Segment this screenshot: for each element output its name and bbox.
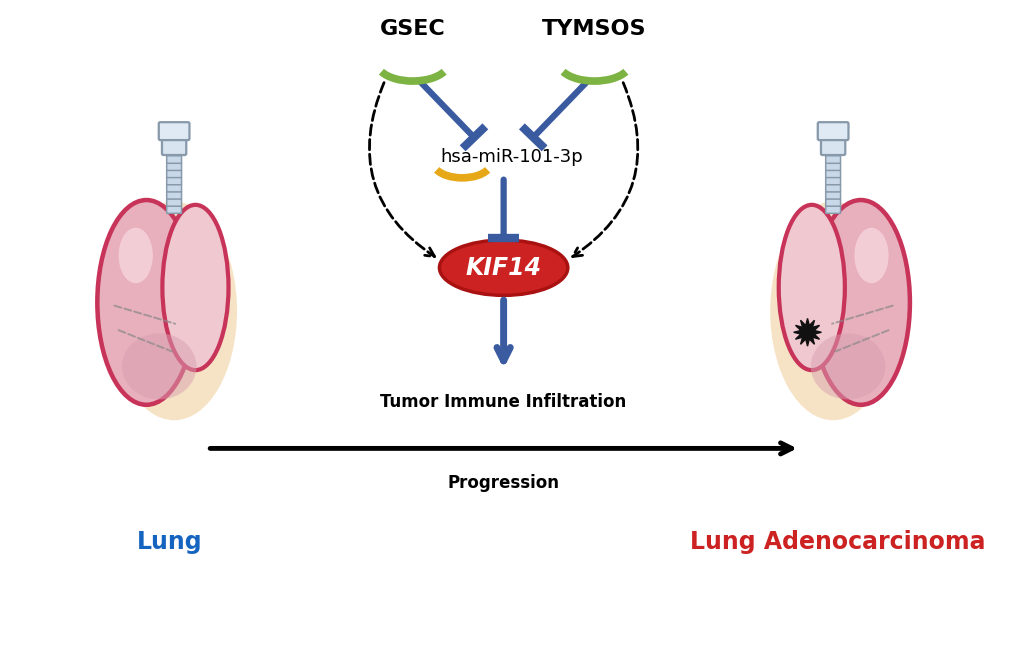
FancyBboxPatch shape xyxy=(817,122,848,140)
Ellipse shape xyxy=(769,202,895,421)
FancyBboxPatch shape xyxy=(166,199,181,206)
FancyBboxPatch shape xyxy=(825,184,840,192)
Polygon shape xyxy=(793,319,820,346)
FancyBboxPatch shape xyxy=(166,184,181,192)
Ellipse shape xyxy=(811,200,909,405)
Ellipse shape xyxy=(97,200,196,405)
FancyArrowPatch shape xyxy=(572,83,637,257)
FancyBboxPatch shape xyxy=(162,133,186,155)
Text: Lung Adenocarcinoma: Lung Adenocarcinoma xyxy=(689,530,984,554)
FancyBboxPatch shape xyxy=(825,192,840,199)
FancyArrowPatch shape xyxy=(369,83,434,257)
FancyBboxPatch shape xyxy=(820,133,845,155)
Text: TYMSOS: TYMSOS xyxy=(542,19,646,39)
Ellipse shape xyxy=(121,333,197,399)
FancyBboxPatch shape xyxy=(166,177,181,184)
FancyBboxPatch shape xyxy=(825,155,840,163)
Ellipse shape xyxy=(854,228,888,283)
FancyBboxPatch shape xyxy=(825,177,840,184)
Text: hsa-miR-101-3p: hsa-miR-101-3p xyxy=(440,148,582,166)
Ellipse shape xyxy=(162,205,228,370)
FancyBboxPatch shape xyxy=(166,170,181,177)
FancyBboxPatch shape xyxy=(166,206,181,213)
Text: Lung: Lung xyxy=(137,530,203,554)
FancyBboxPatch shape xyxy=(825,163,840,170)
FancyBboxPatch shape xyxy=(825,206,840,213)
Text: Tumor Immune Infiltration: Tumor Immune Infiltration xyxy=(380,393,626,411)
FancyBboxPatch shape xyxy=(825,199,840,206)
FancyBboxPatch shape xyxy=(159,122,190,140)
FancyBboxPatch shape xyxy=(166,155,181,163)
Ellipse shape xyxy=(118,228,153,283)
Text: GSEC: GSEC xyxy=(379,19,445,39)
Text: KIF14: KIF14 xyxy=(465,255,541,280)
FancyBboxPatch shape xyxy=(825,170,840,177)
Text: Progression: Progression xyxy=(447,474,559,492)
FancyBboxPatch shape xyxy=(166,192,181,199)
FancyBboxPatch shape xyxy=(166,163,181,170)
Ellipse shape xyxy=(810,333,884,399)
Ellipse shape xyxy=(439,240,568,295)
Ellipse shape xyxy=(111,202,236,421)
Ellipse shape xyxy=(777,205,844,370)
